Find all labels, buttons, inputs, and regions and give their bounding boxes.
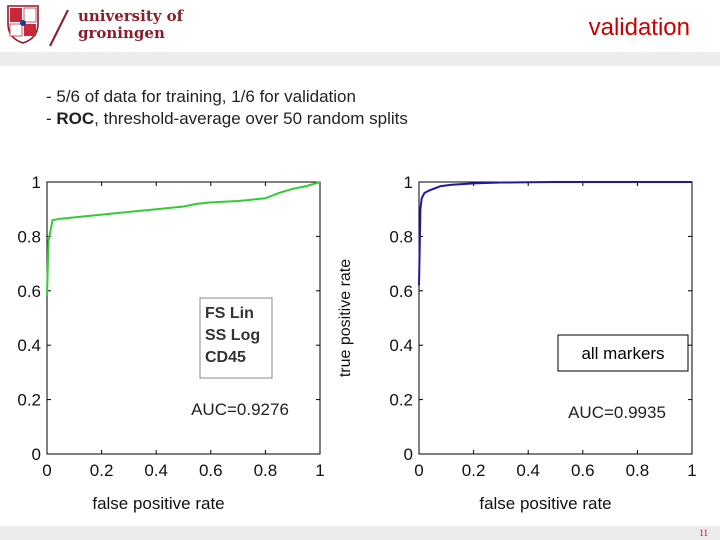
right-x-tick-label: 0.8 [626, 461, 650, 480]
bullet-2-bold: ROC [56, 109, 95, 128]
left-x-tick-label: 0.6 [199, 461, 223, 480]
left-y-tick-label: 0 [32, 445, 41, 464]
slide-header: university of groningen validation [0, 0, 720, 52]
right-auc-annotation: AUC=0.9935 [568, 403, 666, 422]
university-crest-icon [7, 5, 39, 44]
roc-charts: 0 0.2 0.4 0.6 0.8 1 0 0.2 0.4 0.6 0.8 1 FS Lin SS Log… [17, 173, 696, 513]
right-x-tick-label: 0.4 [516, 461, 540, 480]
left-y-tick-label: 0.8 [17, 227, 41, 246]
left-legend-label: SS Log [205, 327, 260, 344]
right-y-tick-label: 0.2 [389, 391, 413, 410]
right-y-tick-label: 0.6 [389, 282, 413, 301]
bullet-2-prefix: - [46, 109, 57, 128]
right-x-tick-label: 0 [414, 461, 423, 480]
right-x-tick-label: 1 [687, 461, 696, 480]
left-y-tick-label: 0.6 [17, 282, 41, 301]
left-x-axis-label: false positive rate [92, 494, 224, 513]
bullet-2-suffix: , threshold-average over 50 random split… [94, 109, 408, 128]
left-roc-curve [46, 181, 321, 297]
left-x-tick-label: 0.2 [90, 461, 114, 480]
right-x-axis-label: false positive rate [479, 494, 611, 513]
logo-line-1: university of [78, 7, 184, 25]
right-y-tick-label: 0.4 [389, 336, 413, 355]
bullet-item-2: - ROC, threshold-average over 50 random … [46, 108, 408, 130]
footer-band [0, 526, 720, 540]
right-legend-box [557, 334, 689, 372]
right-y-tick-label: 1 [404, 173, 413, 192]
right-roc-curve [418, 181, 692, 286]
left-plot-frame [46, 181, 321, 455]
page-number: 11 [699, 528, 708, 538]
left-x-tick-label: 1 [315, 461, 324, 480]
university-logo-text: university of groningen [78, 8, 183, 42]
right-x-tick-label: 0.6 [571, 461, 595, 480]
left-y-tick-label: 0.2 [17, 391, 41, 410]
bullet-1-text: - 5/6 of data for training, 1/6 for vali… [46, 87, 356, 106]
logo-line-2: groningen [78, 24, 165, 42]
right-legend-label: all markers [581, 344, 664, 363]
slide-title: validation [588, 14, 690, 41]
bullet-item-1: - 5/6 of data for training, 1/6 for vali… [46, 86, 408, 108]
right-y-tick-label: 0 [404, 445, 413, 464]
left-x-tick-label: 0.8 [254, 461, 278, 480]
left-auc-annotation: AUC=0.9276 [191, 400, 289, 419]
left-x-tick-label: 0 [42, 461, 51, 480]
left-legend-box [199, 297, 273, 379]
left-legend-label: CD45 [205, 349, 246, 366]
bullet-list: - 5/6 of data for training, 1/6 for vali… [46, 86, 408, 130]
left-x-tick-label: 0.4 [144, 461, 168, 480]
left-legend-label: FS Lin [205, 305, 254, 322]
left-y-axis-label: true positive rate [337, 259, 354, 377]
left-y-tick-label: 1 [32, 173, 41, 192]
right-y-tick-label: 0.8 [389, 227, 413, 246]
left-y-tick-label: 0.4 [17, 336, 41, 355]
right-x-tick-label: 0.2 [462, 461, 486, 480]
logo-slash-icon [49, 9, 69, 47]
header-band [0, 52, 720, 66]
